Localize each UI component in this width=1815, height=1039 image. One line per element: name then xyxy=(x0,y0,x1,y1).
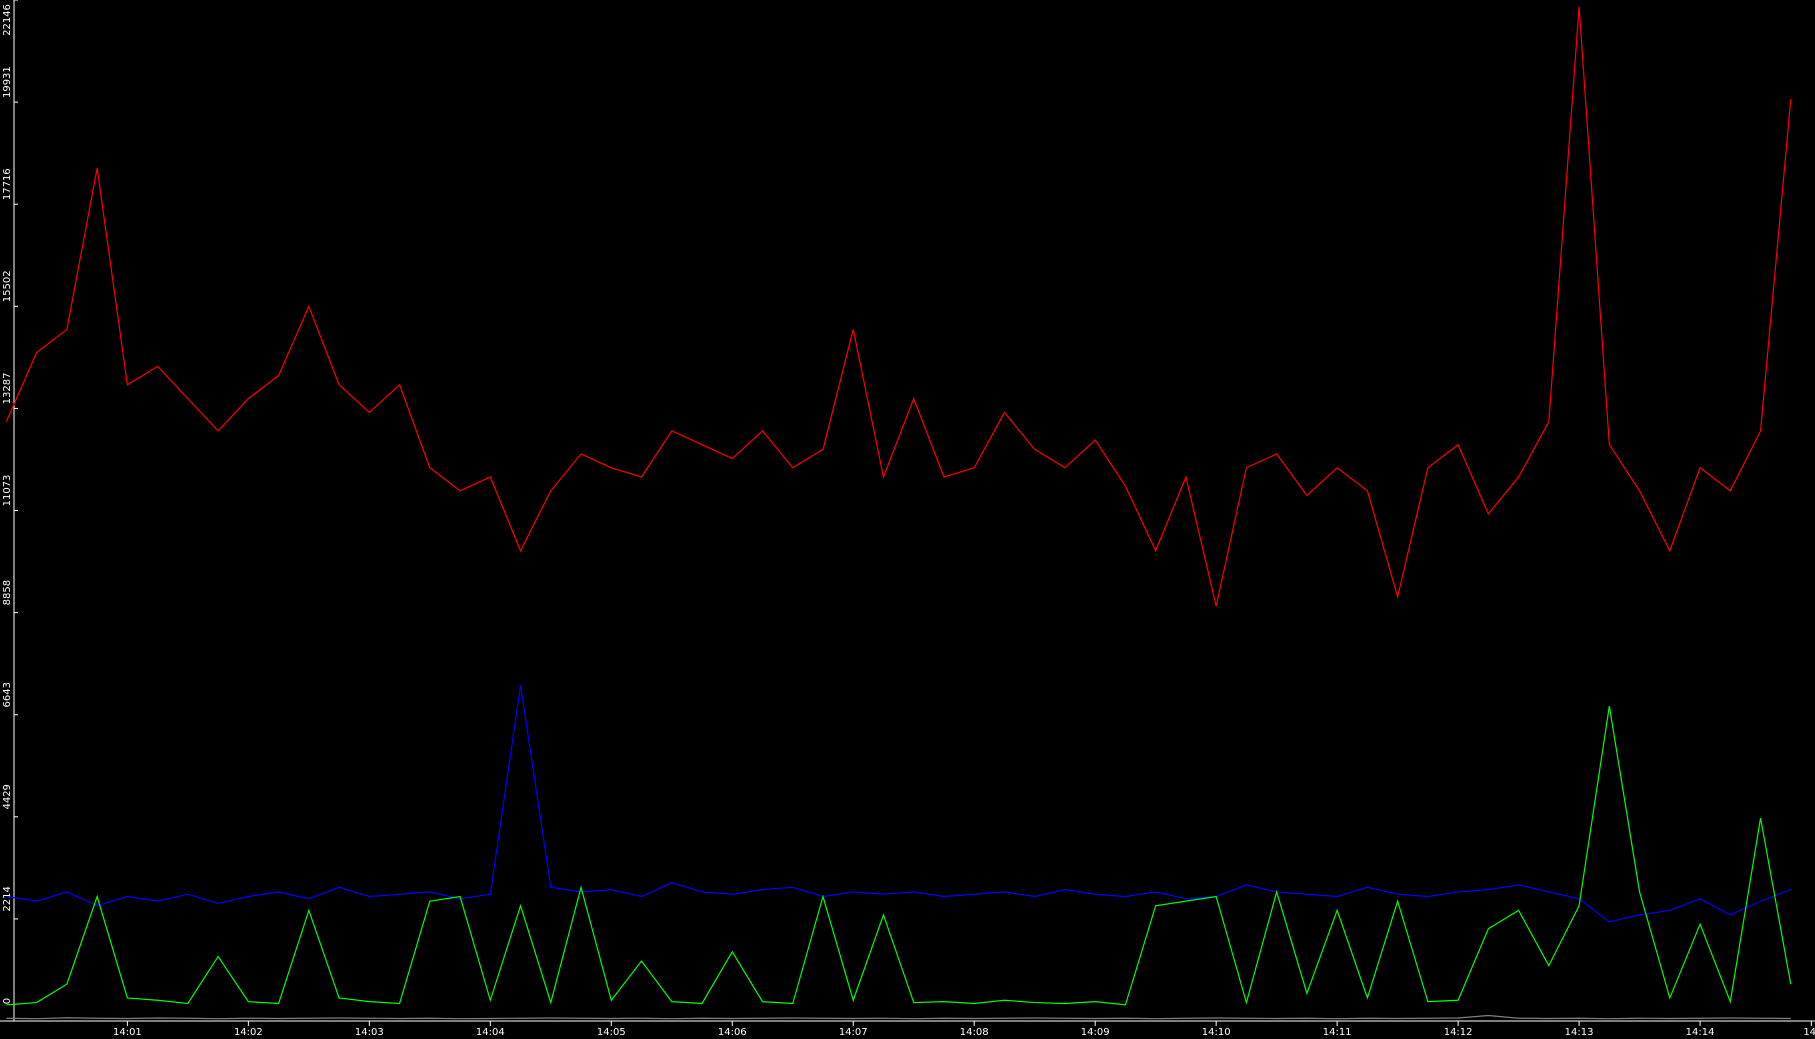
x-tick-label: 14:09 xyxy=(1081,1027,1110,1038)
y-tick-label: 11073 xyxy=(2,475,13,507)
y-tick-label: 13287 xyxy=(2,373,13,405)
series-line xyxy=(6,1014,1791,1020)
x-tick-label: 14:05 xyxy=(597,1027,626,1038)
x-tick-label: 14:08 xyxy=(960,1027,989,1038)
series-line xyxy=(6,706,1792,1006)
x-tick-label: 14: xyxy=(1803,1027,1815,1038)
x-tick-label: 14:12 xyxy=(1444,1027,1473,1038)
x-tick-label: 14:14 xyxy=(1686,1027,1715,1038)
x-tick-label: 14:11 xyxy=(1323,1027,1352,1038)
x-tick-label: 14:01 xyxy=(113,1027,142,1038)
series-line xyxy=(5,6,1792,607)
y-tick-label: 8858 xyxy=(2,580,13,605)
series-line xyxy=(6,685,1792,923)
y-tick-label: 2214 xyxy=(2,886,13,911)
y-tick-label: 22146 xyxy=(2,4,13,36)
y-tick-label: 6643 xyxy=(2,682,13,707)
x-tick-label: 14:03 xyxy=(355,1027,384,1038)
y-tick-label: 19931 xyxy=(2,66,13,98)
y-tick-label: 0 xyxy=(2,998,13,1004)
x-tick-label: 14:06 xyxy=(718,1027,747,1038)
x-tick-label: 14:04 xyxy=(476,1027,505,1038)
y-tick-label: 4429 xyxy=(2,784,13,809)
y-tick-label: 17716 xyxy=(2,168,13,200)
x-tick-label: 14:07 xyxy=(839,1027,868,1038)
x-tick-label: 14:10 xyxy=(1202,1027,1231,1038)
x-tick-label: 14:02 xyxy=(234,1027,263,1038)
y-tick-label: 15502 xyxy=(2,270,13,302)
x-tick-label: 14:13 xyxy=(1565,1027,1594,1038)
